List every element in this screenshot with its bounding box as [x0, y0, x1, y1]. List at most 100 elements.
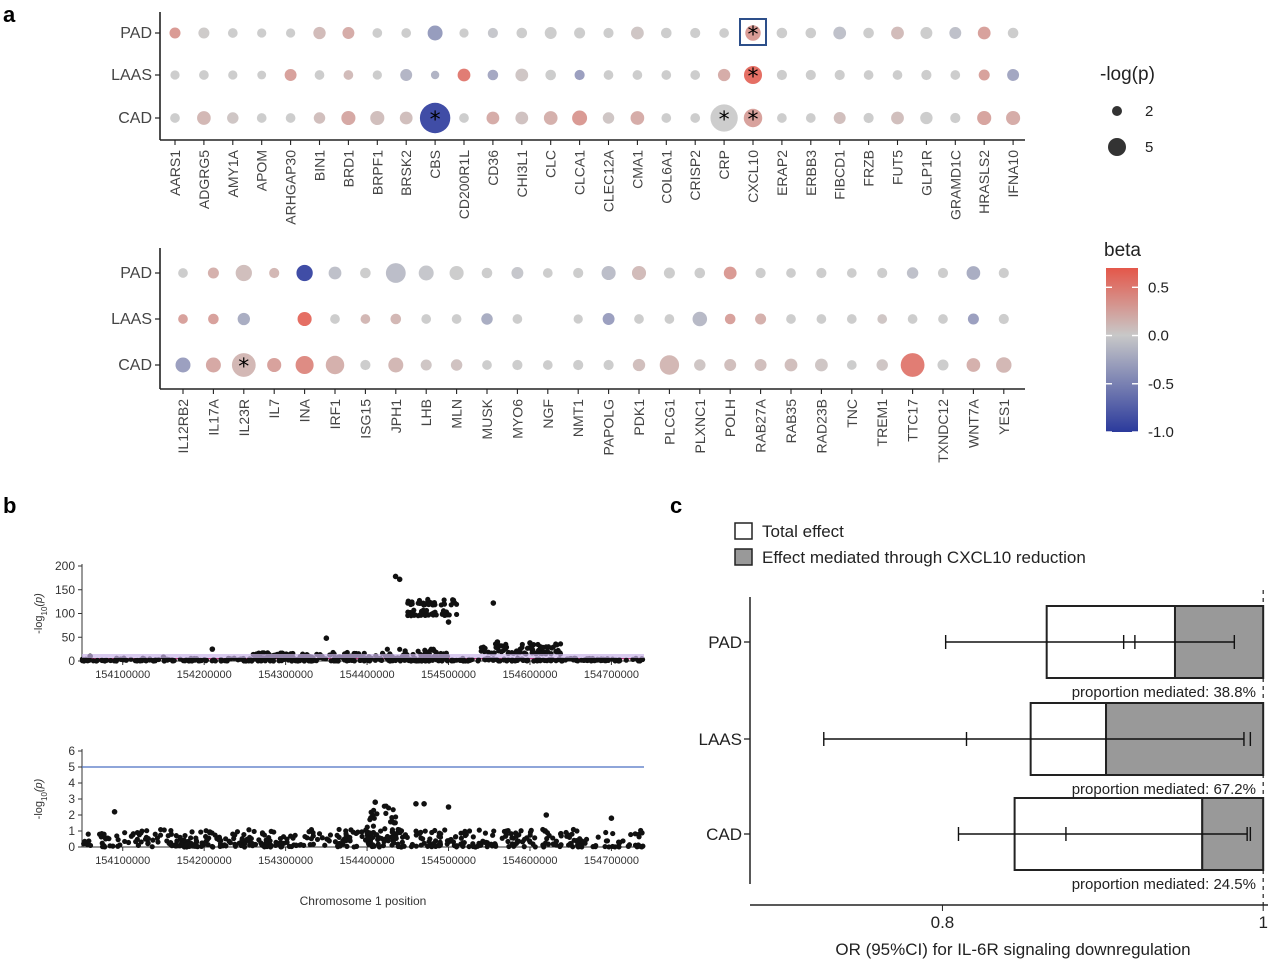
snp-point — [441, 609, 447, 615]
y-tick-label-pad: PAD — [120, 265, 152, 282]
snp-point — [211, 656, 217, 663]
snp-point — [470, 841, 476, 847]
snp-point — [145, 836, 151, 842]
snp-point — [520, 657, 526, 664]
snp-point — [276, 658, 282, 664]
dot-laas-arhgap30 — [284, 69, 297, 81]
significance-star: * — [430, 108, 441, 133]
snp-point — [437, 834, 444, 840]
snp-point — [505, 838, 511, 845]
dot-laas-il12rb2 — [178, 314, 188, 324]
dot-laas-gramd1c — [950, 70, 961, 80]
y-tick-label-cad: CAD — [118, 357, 152, 374]
dot-pad-clc — [544, 27, 557, 39]
x-tick-label: 0.8 — [931, 913, 955, 932]
snp-point — [565, 842, 572, 848]
size-legend-title: -log(p) — [1100, 64, 1155, 85]
dot-laas-ttc17 — [907, 314, 918, 324]
dot-laas-aars1 — [170, 70, 180, 80]
snp-point — [502, 646, 509, 652]
significance-star: * — [748, 108, 759, 133]
snp-point — [606, 844, 612, 850]
dot-pad-erbb3 — [805, 27, 817, 39]
dot-pad-yes1 — [998, 267, 1009, 279]
dot-pad-nmt1 — [573, 267, 584, 279]
snp-point — [558, 833, 564, 839]
snp-point — [203, 833, 209, 840]
gene-label-myo6: MYO6 — [509, 399, 525, 439]
dot-laas-crp — [717, 68, 731, 82]
snp-point — [248, 835, 254, 842]
y-tick-label: 200 — [55, 559, 75, 573]
snp-point — [189, 829, 195, 835]
dot-laas-txndc12 — [938, 314, 948, 324]
snp-point — [166, 840, 172, 846]
snp-point — [553, 838, 560, 844]
snp-point — [292, 832, 298, 838]
snp-point — [612, 844, 618, 850]
dot-pad-fut5 — [891, 26, 904, 40]
y-tick-label: 100 — [55, 607, 75, 621]
gene-label-clec12a: CLEC12A — [601, 149, 617, 212]
snp-point — [453, 611, 460, 618]
dot-pad-fibcd1 — [833, 26, 847, 40]
snp-point — [182, 842, 189, 848]
color-scale-bar — [1106, 268, 1138, 432]
snp-point — [445, 619, 452, 625]
dot-laas-clca1 — [574, 69, 585, 81]
snp-point — [405, 598, 411, 604]
dot-laas-trem1 — [877, 314, 888, 324]
gene-label-gramd1c: GRAMD1C — [947, 150, 963, 220]
dot-cad-col6a1 — [661, 113, 672, 123]
snp-point — [125, 839, 132, 846]
snp-point — [168, 831, 174, 837]
dot-pad-musk — [481, 267, 493, 279]
snp-point — [422, 647, 428, 653]
dot-cad-brd1 — [341, 110, 356, 126]
y-tick-label: 50 — [62, 630, 76, 644]
snp-point — [193, 835, 199, 841]
snp-point — [559, 658, 565, 664]
dot-pad-col6a1 — [661, 27, 672, 39]
snp-point — [413, 801, 419, 807]
snp-point — [459, 657, 466, 663]
dot-cad-wnt7a — [966, 358, 981, 372]
snp-point — [543, 812, 550, 818]
dot-laas-brpf1 — [372, 70, 382, 80]
snp-point — [481, 649, 488, 655]
snp-point — [353, 843, 360, 849]
gene-label-irf1: IRF1 — [327, 399, 343, 430]
snp-point — [137, 657, 143, 663]
snp-point — [133, 839, 139, 845]
snp-point — [198, 829, 204, 835]
snp-point — [288, 843, 295, 850]
dot-laas-cd200r1l — [457, 68, 471, 82]
snp-point — [268, 842, 274, 848]
snp-point — [194, 844, 201, 850]
dot-pad-crp — [719, 28, 729, 38]
snp-point — [86, 838, 92, 844]
dot-pad-erap2 — [776, 27, 788, 39]
snp-point — [605, 657, 611, 664]
snp-point — [364, 824, 370, 830]
snp-point — [138, 839, 144, 845]
snp-point — [149, 844, 155, 850]
legend-label: Effect mediated through CXCL10 reduction — [762, 548, 1086, 567]
dot-cad-il17a — [205, 357, 221, 373]
snp-point — [429, 844, 435, 850]
snp-point — [284, 836, 290, 842]
gene-label-brd1: BRD1 — [340, 150, 356, 188]
x-tick-label: 154300000 — [258, 669, 313, 681]
snp-point — [346, 836, 353, 842]
snp-point — [429, 611, 435, 617]
panel-letter-a: a — [3, 2, 16, 27]
snp-point — [463, 831, 469, 838]
snp-point — [514, 838, 521, 844]
snp-point — [583, 836, 590, 842]
proportion-mediated-pad: proportion mediated: 38.8% — [1072, 684, 1256, 701]
y-tick-label: 0 — [68, 840, 75, 854]
y-axis-label: -log10(p) — [33, 593, 49, 634]
dot-cad-cma1 — [630, 111, 645, 125]
snp-point — [392, 573, 399, 580]
dot-pad-trem1 — [877, 267, 888, 279]
